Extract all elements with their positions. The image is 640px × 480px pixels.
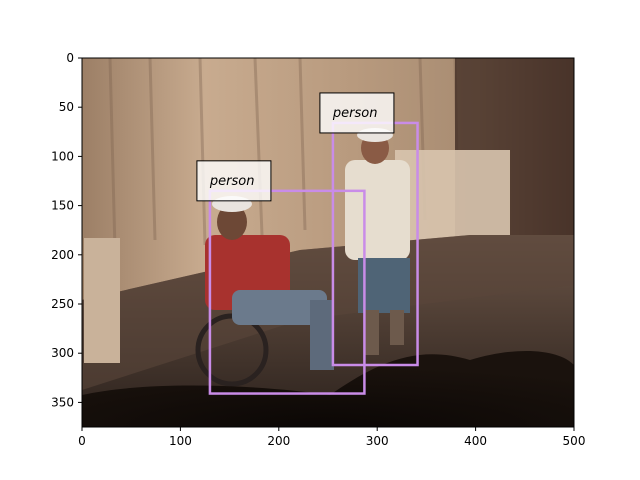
detection-label-background [319,92,395,134]
y-tick-label: 0 [66,51,74,65]
detection-overlays: person person [196,92,419,395]
x-tick-label: 100 [169,434,192,448]
x-tick-label: 200 [267,434,290,448]
y-tick-label: 100 [51,149,74,163]
x-tick-label: 400 [464,434,487,448]
y-tick-label: 50 [59,100,74,114]
y-tick-label: 350 [51,395,74,409]
y-tick-label: 150 [51,199,74,213]
detection-label-background [196,160,272,202]
y-axis: 0 50 100 150 200 250 300 350 [51,51,82,409]
x-tick-label: 300 [366,434,389,448]
x-tick-label: 500 [563,434,586,448]
detection-label: person [209,174,255,189]
axes-frame [81,57,575,428]
y-tick-label: 300 [51,346,74,360]
detection-label: person [332,106,378,121]
y-tick-label: 200 [51,248,74,262]
x-tick-label: 0 [78,434,86,448]
x-axis: 0 100 200 300 400 500 [78,427,585,448]
detection-box-person [208,189,366,395]
y-tick-label: 250 [51,297,74,311]
